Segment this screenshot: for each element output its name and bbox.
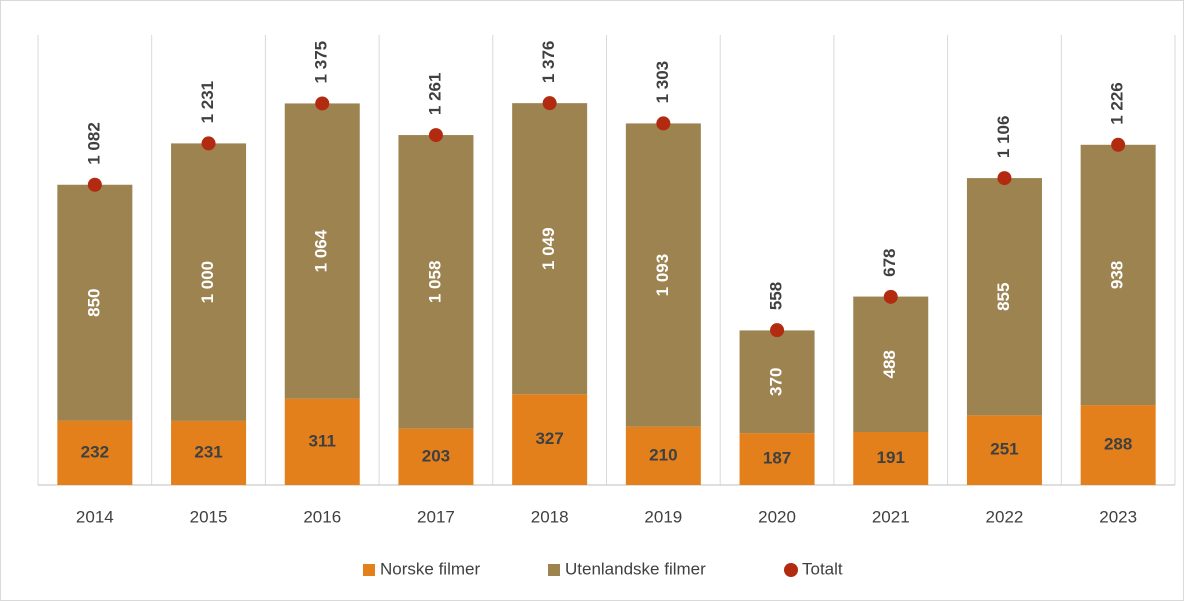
bar-segment [966,178,1042,416]
data-label: 1 082 [84,122,103,165]
x-tick-label: 2017 [417,507,455,526]
x-tick-label: 2022 [986,507,1024,526]
data-label: 1 058 [425,261,444,304]
data-label: 210 [649,445,677,464]
x-tick-label: 2016 [303,507,341,526]
total-dot [656,116,671,131]
legend-marker [784,563,798,577]
data-label: 1 226 [1108,82,1127,125]
bar-segment [398,428,474,485]
total-dot [1111,137,1126,152]
data-label: 1 049 [539,227,558,270]
data-label: 1 375 [312,41,331,84]
data-label: 191 [877,448,905,467]
data-label: 1 106 [994,116,1013,159]
x-tick-label: 2015 [190,507,228,526]
legend-marker [363,564,375,576]
data-label: 855 [994,283,1013,311]
bar-segment [625,426,701,485]
bar-segment [853,296,929,432]
data-label: 558 [767,282,786,310]
bar-segment [171,143,247,421]
data-label: 678 [880,248,899,276]
total-dot [883,289,898,304]
total-dot [315,96,330,111]
data-label: 1 303 [653,61,672,104]
data-label: 1 064 [312,229,331,272]
data-label: 1 376 [539,41,558,84]
x-tick-label: 2020 [758,507,796,526]
total-dot [770,323,785,338]
total-dot [997,171,1012,186]
total-dot [428,128,443,143]
bar-segment [853,431,929,485]
bar-segment [512,394,588,485]
bar-segment [398,135,474,429]
bar-segment [57,420,133,485]
total-dot [542,96,557,111]
bar-segment [1080,144,1156,406]
legend-label: Utenlandske filmer [565,559,706,578]
legend-label: Totalt [802,559,843,578]
data-label: 232 [81,442,109,461]
legend-marker [548,564,560,576]
x-tick-label: 2021 [872,507,910,526]
data-label: 311 [309,431,336,450]
data-label: 231 [194,442,222,461]
data-label: 488 [880,350,899,378]
bar-segment [739,330,815,434]
bar-segment [284,103,360,399]
data-label: 1 000 [198,261,217,304]
total-dot [87,177,102,192]
total-dot [201,136,216,151]
data-label: 938 [1108,261,1127,289]
data-label: 288 [1104,435,1132,454]
data-label: 203 [422,446,450,465]
x-tick-label: 2018 [531,507,569,526]
data-label: 187 [763,449,791,468]
bar-segment [1080,405,1156,485]
bar-segment [966,415,1042,485]
bar-segment [625,123,701,427]
legend-label: Norske filmer [380,559,480,578]
bar-segment [284,398,360,485]
bar-segment [739,433,815,485]
x-tick-label: 2019 [644,507,682,526]
data-label: 1 093 [653,254,672,297]
data-label: 1 231 [198,81,217,124]
bar-segment [57,184,133,421]
data-label: 370 [767,368,786,396]
data-label: 251 [990,440,1018,459]
data-label: 327 [535,429,563,448]
bar-segment [171,420,247,485]
x-tick-label: 2023 [1099,507,1137,526]
data-label: 850 [84,288,103,316]
bar-segment [512,103,588,395]
data-label: 1 261 [425,73,444,116]
x-tick-label: 2014 [76,507,114,526]
